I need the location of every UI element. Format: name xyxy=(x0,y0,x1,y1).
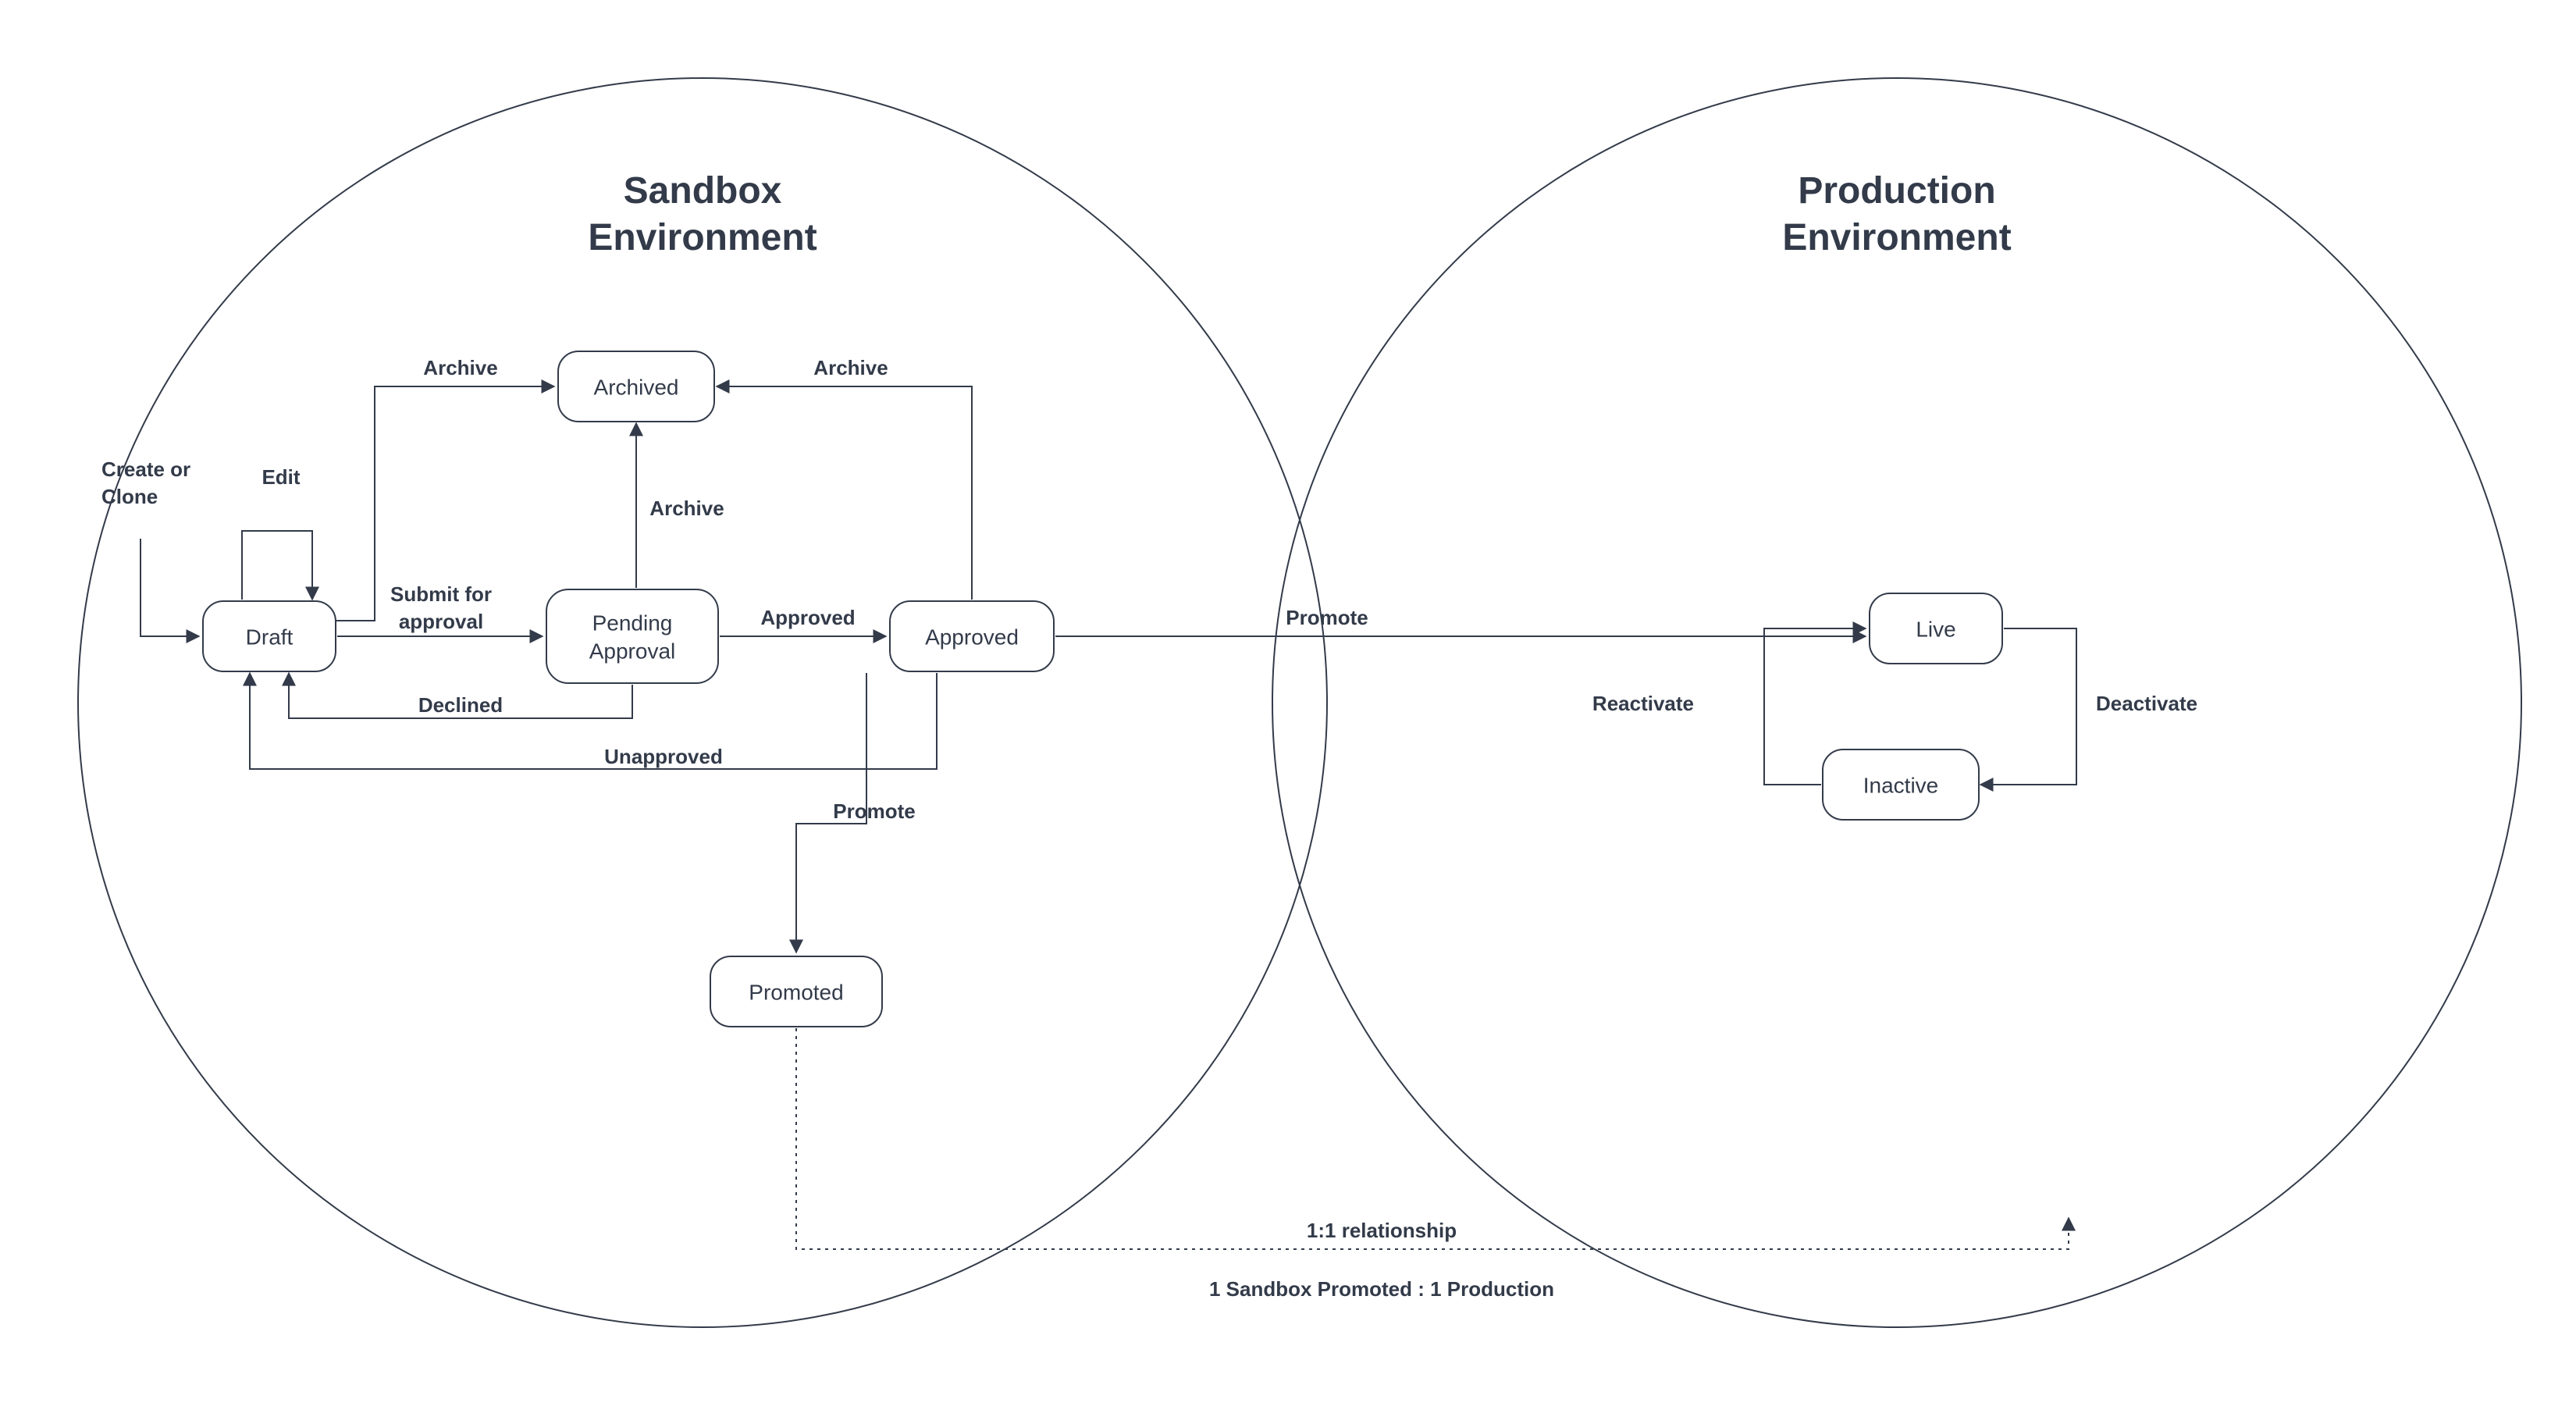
edge-label-submit1: Submit for xyxy=(390,582,492,606)
sandbox-title-line1: Sandbox xyxy=(624,170,782,212)
edge-label-promote-down: Promote xyxy=(833,799,915,823)
production-title-line1: Production xyxy=(1798,170,1995,212)
edge-label-declined: Declined xyxy=(418,693,503,717)
edge-label-promote-across: Promote xyxy=(1286,606,1368,629)
edge-approved-unapproved xyxy=(250,673,937,769)
edge-label-rel1: 1:1 relationship xyxy=(1307,1219,1457,1242)
node-inactive-label: Inactive xyxy=(1863,773,1939,797)
edge-label-archive-pending: Archive xyxy=(649,497,724,520)
node-live-label: Live xyxy=(1916,617,1955,641)
sandbox-circle xyxy=(78,78,1327,1327)
edge-create-draft xyxy=(141,539,199,636)
edge-label-create2: Clone xyxy=(101,485,158,508)
edge-label-deactivate: Deactivate xyxy=(2096,692,2197,715)
node-pending-label1: Pending xyxy=(592,611,673,635)
node-pending-label2: Approval xyxy=(589,639,676,663)
node-approved-label: Approved xyxy=(925,625,1019,649)
edge-promoted-relationship xyxy=(796,1028,2069,1249)
edge-label-unapproved: Unapproved xyxy=(604,745,723,768)
production-title-line2: Environment xyxy=(1782,217,2011,258)
edge-approved-archived xyxy=(717,386,972,600)
edge-label-submit2: approval xyxy=(399,610,483,633)
node-archived-label: Archived xyxy=(594,375,679,399)
edge-label-archive-approved: Archive xyxy=(813,356,888,379)
state-diagram: Sandbox Environment Production Environme… xyxy=(0,0,2576,1417)
sandbox-title-line2: Environment xyxy=(588,217,817,258)
node-draft-label: Draft xyxy=(246,625,294,649)
edge-label-reactivate: Reactivate xyxy=(1592,692,1694,715)
edge-label-create1: Create or xyxy=(101,457,190,481)
edge-label-edit: Edit xyxy=(262,465,300,489)
edge-label-archive-draft: Archive xyxy=(423,356,497,379)
node-promoted-label: Promoted xyxy=(749,980,843,1004)
edge-label-approved: Approved xyxy=(760,606,855,629)
edge-edit-loop xyxy=(242,531,312,600)
node-pending xyxy=(546,589,718,683)
production-circle xyxy=(1272,78,2521,1327)
edge-label-rel2: 1 Sandbox Promoted : 1 Production xyxy=(1209,1277,1554,1301)
